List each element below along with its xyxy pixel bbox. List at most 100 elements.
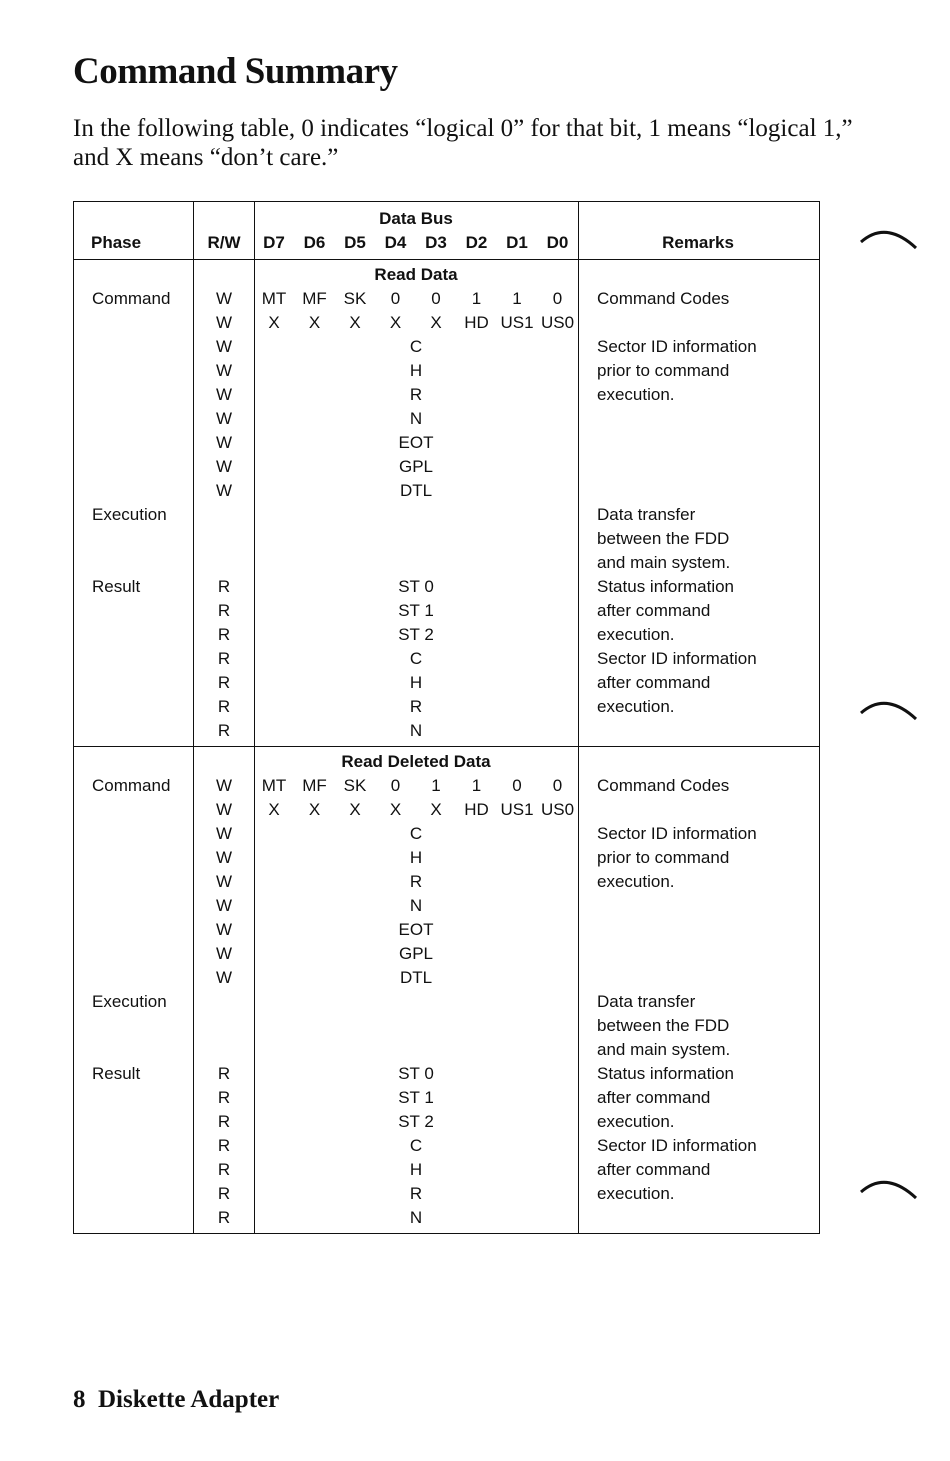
- margin-mark-icon: [860, 701, 918, 721]
- bit-value: X: [268, 313, 280, 332]
- bit-value: X: [430, 800, 442, 819]
- bit-value: 0: [431, 289, 441, 308]
- data-bus-value: C: [409, 824, 423, 843]
- bit-value: 0: [390, 776, 401, 795]
- bit-value: X: [349, 800, 361, 819]
- rw-value: R: [217, 649, 231, 668]
- data-bus-value: H: [409, 361, 423, 380]
- rw-value: R: [217, 1064, 231, 1083]
- bit-value: 0: [390, 289, 401, 308]
- rw-value: R: [217, 625, 231, 644]
- page-title: Command Summary: [73, 51, 398, 92]
- data-bus-value: EOT: [398, 920, 434, 939]
- remark-text: between the FDD: [597, 1016, 730, 1035]
- page-footer: 8 Diskette Adapter: [73, 1386, 279, 1414]
- header-bit-d2: D2: [465, 233, 488, 252]
- data-bus-value: ST 2: [398, 625, 434, 644]
- remark-text: Status information: [597, 1064, 735, 1083]
- header-bit-d5: D5: [344, 233, 366, 252]
- rw-value: R: [217, 1160, 231, 1179]
- data-bus-value: ST 1: [398, 601, 434, 620]
- data-bus-value: N: [409, 1208, 423, 1227]
- rw-value: R: [217, 1112, 231, 1131]
- data-bus-value: N: [409, 721, 423, 740]
- remark-text: execution.: [597, 625, 675, 644]
- remark-text: execution.: [597, 385, 675, 404]
- data-bus-value: ST 1: [398, 1088, 434, 1107]
- remark-text: Data transfer: [597, 992, 696, 1011]
- header-bit-d4: D4: [384, 233, 407, 252]
- rw-value: W: [215, 433, 233, 452]
- bit-value: US1: [500, 800, 534, 819]
- phase-label: Result: [92, 577, 141, 596]
- bit-value: MT: [261, 776, 287, 795]
- command-section: Read Deleted Data Command W MT MF SK 0 1 1 0 0 Comm…: [74, 747, 819, 1233]
- rw-value: R: [217, 577, 231, 596]
- bit-value: US0: [540, 800, 575, 819]
- remark-text: execution.: [597, 1184, 675, 1203]
- bit-value: MF: [302, 776, 327, 795]
- rw-value: R: [217, 697, 231, 716]
- data-bus-value: ST 0: [398, 577, 434, 596]
- rw-value: R: [217, 1136, 231, 1155]
- rw-value: W: [215, 481, 233, 500]
- bit-value: 0: [552, 776, 563, 795]
- rw-value: W: [215, 289, 233, 308]
- header-remarks: Remarks: [662, 233, 734, 252]
- bit-value: 1: [471, 289, 482, 308]
- rw-value: W: [215, 824, 233, 843]
- remark-text: prior to command: [597, 848, 730, 867]
- data-bus-value: R: [409, 385, 423, 404]
- data-bus-value: H: [409, 673, 423, 692]
- data-bus-value: N: [409, 409, 423, 428]
- rw-value: W: [215, 337, 233, 356]
- bit-value: X: [430, 313, 442, 332]
- bit-value: HD: [464, 313, 489, 332]
- data-bus-value: ST 2: [398, 1112, 434, 1131]
- rw-value: W: [215, 800, 233, 819]
- phase-label: Execution: [92, 992, 167, 1011]
- remark-text: Sector ID information: [597, 649, 757, 668]
- rw-value: W: [215, 848, 233, 867]
- phase-label: Command: [92, 289, 171, 308]
- remark-text: after command: [597, 1088, 711, 1107]
- command-name: Read Deleted Data: [341, 752, 491, 771]
- command-section: Read Data Command W MT MF SK 0 0 1 1 0 Command Code…: [74, 260, 819, 747]
- rw-value: W: [215, 968, 233, 987]
- header-bit-d3: D3: [425, 233, 447, 252]
- page-number: 8: [73, 1386, 86, 1413]
- bit-value: MF: [302, 289, 327, 308]
- header-phase: Phase: [91, 233, 142, 252]
- phase-label: Command: [92, 776, 171, 795]
- data-bus-value: N: [409, 896, 423, 915]
- data-bus-value: DTL: [399, 968, 433, 987]
- remark-text: execution.: [597, 697, 675, 716]
- rw-value: W: [215, 361, 233, 380]
- remark-text: and main system.: [597, 553, 731, 572]
- remark-text: between the FDD: [597, 529, 730, 548]
- remark-text: Status information: [597, 577, 735, 596]
- rw-value: W: [215, 457, 233, 476]
- bit-value: MT: [261, 289, 287, 308]
- remark-text: after command: [597, 1160, 711, 1179]
- remark-text: and main system.: [597, 1040, 731, 1059]
- bit-value: SK: [343, 776, 367, 795]
- rw-value: R: [217, 1184, 231, 1203]
- remark-text: execution.: [597, 872, 675, 891]
- rw-value: R: [217, 1208, 231, 1227]
- bit-value: 1: [431, 776, 441, 795]
- data-bus-value: ST 0: [398, 1064, 434, 1083]
- bit-value: 1: [512, 289, 522, 308]
- bit-value: X: [308, 313, 321, 332]
- rw-value: W: [215, 409, 233, 428]
- bit-value: X: [349, 313, 361, 332]
- remark-text: Command Codes: [597, 776, 730, 795]
- data-bus-value: C: [409, 1136, 423, 1155]
- remark-text: Sector ID information: [597, 824, 757, 843]
- table-header: Phase R/W Data Bus Remarks D7 D6 D5 D4 D3 D2 D…: [74, 202, 819, 260]
- bit-value: HD: [464, 800, 489, 819]
- rw-value: W: [215, 920, 233, 939]
- rw-value: R: [217, 1088, 231, 1107]
- remark-text: after command: [597, 601, 711, 620]
- rw-value: W: [215, 385, 233, 404]
